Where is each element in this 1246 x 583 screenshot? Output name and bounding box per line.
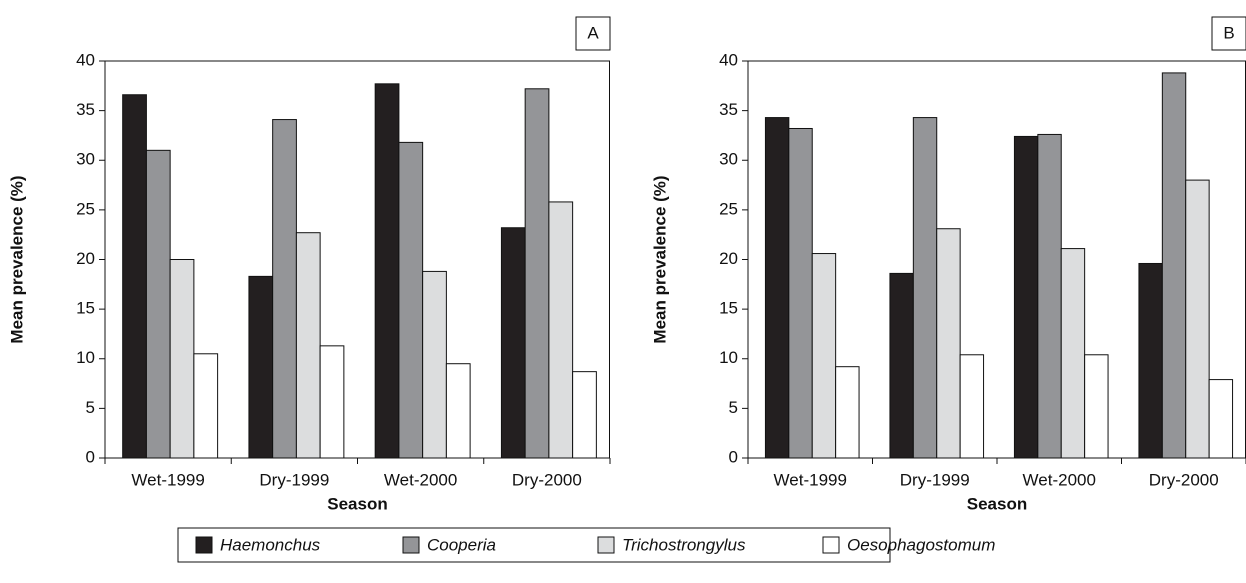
legend-label: Cooperia — [427, 535, 496, 554]
bar — [1060, 248, 1086, 459]
y-tick-label: 0 — [729, 447, 738, 466]
y-tick-label: 15 — [719, 299, 738, 318]
bar — [319, 345, 345, 459]
legend-label: Haemonchus — [220, 535, 321, 554]
bar — [1138, 262, 1163, 459]
y-tick-label: 25 — [719, 199, 738, 218]
bar — [959, 354, 985, 459]
bar — [912, 117, 938, 459]
bar — [1161, 72, 1187, 459]
bar — [524, 88, 550, 459]
bar — [1037, 133, 1062, 459]
y-tick-label: 10 — [76, 348, 95, 367]
bar — [193, 353, 219, 459]
y-axis-label: Mean prevalence (%) — [650, 175, 669, 343]
bar — [122, 94, 147, 459]
bar — [145, 149, 171, 459]
y-tick-label: 0 — [86, 447, 95, 466]
y-tick-label: 35 — [76, 100, 95, 119]
y-tick-label: 20 — [76, 249, 95, 268]
bar — [248, 275, 274, 459]
bar — [788, 127, 813, 459]
legend-swatch — [597, 536, 615, 554]
x-tick-label: Wet-1999 — [774, 470, 847, 489]
bar — [398, 141, 424, 459]
bar — [548, 201, 574, 459]
bar — [572, 371, 597, 459]
bar — [374, 83, 400, 459]
x-tick-label: Dry-1999 — [259, 470, 329, 489]
panel-label-box — [575, 16, 611, 51]
y-tick-label: 30 — [719, 150, 738, 169]
legend-swatch — [822, 536, 840, 554]
x-axis-label: Season — [967, 494, 1027, 513]
x-axis-label: Season — [327, 494, 387, 513]
y-tick-label: 15 — [76, 299, 95, 318]
bar — [1208, 379, 1234, 459]
bar — [295, 232, 321, 459]
bar — [272, 119, 297, 459]
bar — [811, 253, 837, 459]
x-tick-label: Dry-1999 — [900, 470, 970, 489]
bar — [422, 270, 447, 459]
bar — [1013, 135, 1039, 459]
panel-label: A — [587, 23, 599, 42]
bar — [889, 272, 914, 459]
y-tick-label: 30 — [76, 150, 95, 169]
y-tick-label: 10 — [719, 348, 738, 367]
y-tick-label: 5 — [729, 398, 738, 417]
legend-label: Trichostrongylus — [622, 535, 746, 554]
legend-label: Oesophagostomum — [847, 535, 995, 554]
bar — [835, 366, 860, 459]
bar — [764, 117, 790, 459]
legend-box — [177, 527, 891, 563]
legend-swatch — [402, 536, 420, 554]
legend-swatch — [195, 536, 213, 554]
x-tick-label: Wet-2000 — [384, 470, 457, 489]
bar — [445, 363, 471, 459]
x-tick-label: Dry-2000 — [1149, 470, 1219, 489]
y-axis-label: Mean prevalence (%) — [7, 175, 26, 343]
bar — [169, 259, 195, 459]
x-tick-label: Wet-1999 — [131, 470, 204, 489]
y-tick-label: 35 — [719, 100, 738, 119]
x-tick-label: Wet-2000 — [1023, 470, 1096, 489]
y-tick-label: 25 — [76, 199, 95, 218]
bar — [1185, 179, 1210, 459]
panel-label: B — [1223, 23, 1234, 42]
y-tick-label: 40 — [719, 50, 738, 69]
y-tick-label: 20 — [719, 249, 738, 268]
x-tick-label: Dry-2000 — [512, 470, 582, 489]
bar — [1084, 354, 1109, 459]
bar — [500, 227, 526, 459]
y-tick-label: 5 — [86, 398, 95, 417]
y-tick-label: 40 — [76, 50, 95, 69]
bar — [936, 228, 961, 459]
panel-label-box — [1211, 16, 1246, 51]
